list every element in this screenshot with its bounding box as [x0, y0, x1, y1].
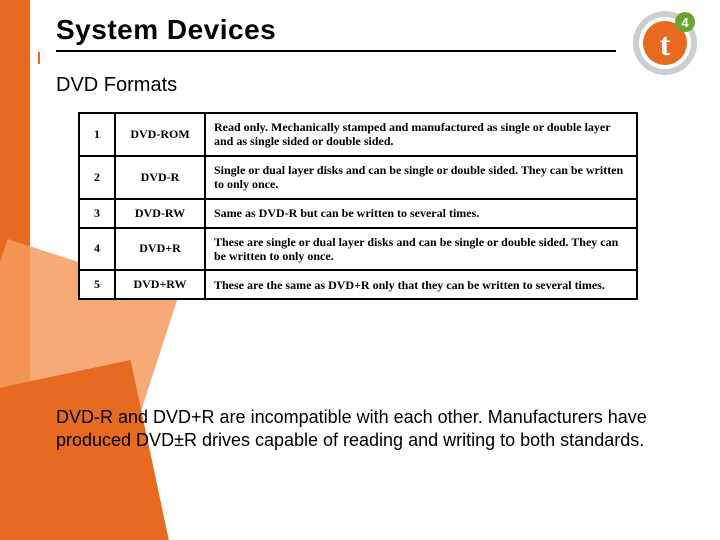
table-row: 1 DVD-ROM Read only. Mechanically stampe…	[79, 113, 637, 156]
cell-desc: Same as DVD-R but can be written to seve…	[205, 199, 637, 228]
table-row: 3 DVD-RW Same as DVD-R but can be writte…	[79, 199, 637, 228]
title-tick	[38, 52, 40, 64]
cell-desc: Single or dual layer disks and can be si…	[205, 156, 637, 199]
cell-format: DVD-R	[115, 156, 205, 199]
cell-num: 5	[79, 270, 115, 299]
footer-paragraph: DVD-R and DVD+R are incompatible with ea…	[56, 406, 656, 453]
cell-format: DVD+R	[115, 228, 205, 271]
cell-desc: These are single or dual layer disks and…	[205, 228, 637, 271]
cell-num: 4	[79, 228, 115, 271]
logo-superscript: 4	[681, 15, 689, 30]
table-row: 2 DVD-R Single or dual layer disks and c…	[79, 156, 637, 199]
table-row: 4 DVD+R These are single or dual layer d…	[79, 228, 637, 271]
cell-num: 1	[79, 113, 115, 156]
title-underline	[56, 50, 616, 52]
cell-format: DVD-ROM	[115, 113, 205, 156]
slide-header: System Devices	[56, 14, 620, 52]
formats-table: 1 DVD-ROM Read only. Mechanically stampe…	[78, 112, 638, 300]
table-row: 5 DVD+RW These are the same as DVD+R onl…	[79, 270, 637, 299]
cell-num: 2	[79, 156, 115, 199]
cell-format: DVD+RW	[115, 270, 205, 299]
cell-desc: Read only. Mechanically stamped and manu…	[205, 113, 637, 156]
logo-letter: t	[660, 26, 671, 62]
page-title: System Devices	[56, 14, 620, 46]
corner-logo: t 4	[630, 8, 700, 78]
cell-format: DVD-RW	[115, 199, 205, 228]
cell-desc: These are the same as DVD+R only that th…	[205, 270, 637, 299]
section-subtitle: DVD Formats	[56, 74, 177, 97]
cell-num: 3	[79, 199, 115, 228]
